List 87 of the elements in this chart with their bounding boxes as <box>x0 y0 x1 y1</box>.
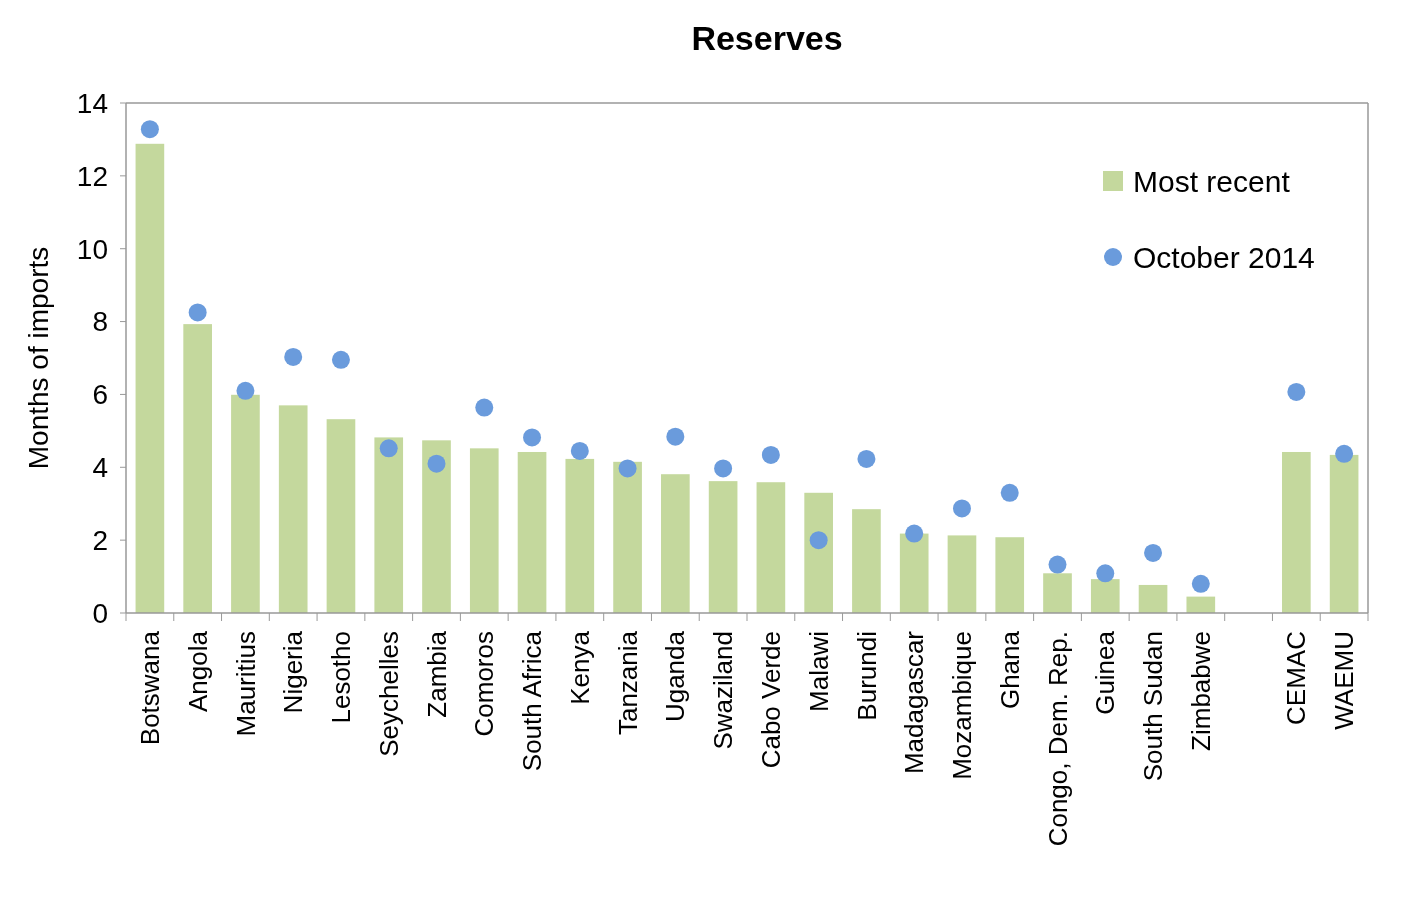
x-tick-label: Congo, Dem. Rep. <box>1042 631 1073 847</box>
x-tick-label: Ghana <box>994 630 1025 710</box>
bar <box>1043 573 1072 613</box>
point <box>570 441 589 460</box>
point <box>714 459 733 478</box>
x-tick-label: Zimbabwe <box>1185 631 1216 751</box>
point <box>618 459 637 478</box>
x-tick-label: Madagascar <box>899 630 930 775</box>
bar <box>708 481 738 613</box>
point <box>905 524 924 543</box>
point <box>284 347 303 366</box>
x-tick-label: Mauritius <box>230 631 261 737</box>
x-tick-label: Angola <box>182 630 213 712</box>
bar <box>135 143 165 613</box>
bar <box>326 419 356 613</box>
chart-title: Reserves <box>691 19 843 57</box>
point <box>236 381 255 400</box>
bar <box>661 474 690 613</box>
bar <box>613 461 642 613</box>
y-tick-label: 4 <box>92 452 108 484</box>
x-tick-label: Guinea <box>1090 630 1121 715</box>
point <box>523 428 542 447</box>
bar <box>469 448 499 613</box>
bar <box>756 482 786 613</box>
x-tick-label: Lesotho <box>326 631 357 724</box>
bar <box>231 394 260 613</box>
x-tick-label: South Africa <box>517 630 548 772</box>
point <box>1048 555 1067 574</box>
y-tick-label: 6 <box>92 379 108 411</box>
x-tick-label: Swaziland <box>708 631 739 750</box>
x-tick-label: Kenya <box>564 630 595 705</box>
point <box>761 445 780 464</box>
bar <box>995 537 1025 613</box>
bar <box>374 437 404 613</box>
point <box>1144 543 1163 562</box>
y-axis-title: Months of imports <box>23 246 54 470</box>
point <box>952 499 971 518</box>
x-tick-label: Tanzania <box>612 630 643 736</box>
bar <box>1138 584 1168 613</box>
x-tick-label: Mozambique <box>947 631 978 780</box>
bar <box>899 533 929 613</box>
y-tick-label: 14 <box>76 87 108 119</box>
bar <box>1329 454 1359 613</box>
x-tick-label: Comoros <box>469 631 500 737</box>
x-tick-label: Malawi <box>803 631 834 712</box>
point <box>1335 444 1354 463</box>
x-tick-label: Cabo Verde <box>755 631 786 769</box>
bar <box>852 509 881 613</box>
point <box>379 439 398 458</box>
x-tick-label: Zambia <box>421 630 452 718</box>
point <box>475 398 494 417</box>
point <box>857 449 876 468</box>
x-tick-label: Burundi <box>851 631 882 721</box>
x-tick-label: South Sudan <box>1138 631 1169 782</box>
legend-label: Most recent <box>1133 164 1291 198</box>
y-tick-label: 2 <box>92 524 108 556</box>
x-tick-label: Seychelles <box>373 631 404 757</box>
point <box>188 303 207 322</box>
x-tick-label: Nigeria <box>278 630 309 714</box>
bar <box>804 492 833 613</box>
bar <box>565 458 595 613</box>
point <box>809 531 828 550</box>
y-tick-label: 10 <box>76 233 108 265</box>
y-tick-label: 0 <box>92 597 108 629</box>
bar <box>947 535 977 613</box>
bar <box>517 451 547 613</box>
x-tick-label: WAEMU <box>1329 631 1360 730</box>
point <box>427 454 446 473</box>
y-tick-label: 8 <box>92 306 108 338</box>
point <box>331 350 350 369</box>
bar <box>1090 579 1120 613</box>
y-tick-label: 12 <box>76 160 108 192</box>
point <box>666 427 685 446</box>
point <box>1096 564 1115 583</box>
x-tick-label: Uganda <box>660 630 691 723</box>
x-tick-label: CEMAC <box>1281 631 1312 725</box>
bar <box>1282 451 1311 613</box>
x-tick-label: Botswana <box>134 630 165 746</box>
bar <box>278 405 308 613</box>
bar <box>183 324 212 613</box>
point <box>140 120 159 139</box>
legend-label: October 2014 <box>1133 240 1315 274</box>
bar <box>422 440 451 613</box>
point <box>1191 574 1210 593</box>
point <box>1287 382 1306 401</box>
point <box>1000 483 1019 502</box>
bar <box>1186 596 1216 613</box>
